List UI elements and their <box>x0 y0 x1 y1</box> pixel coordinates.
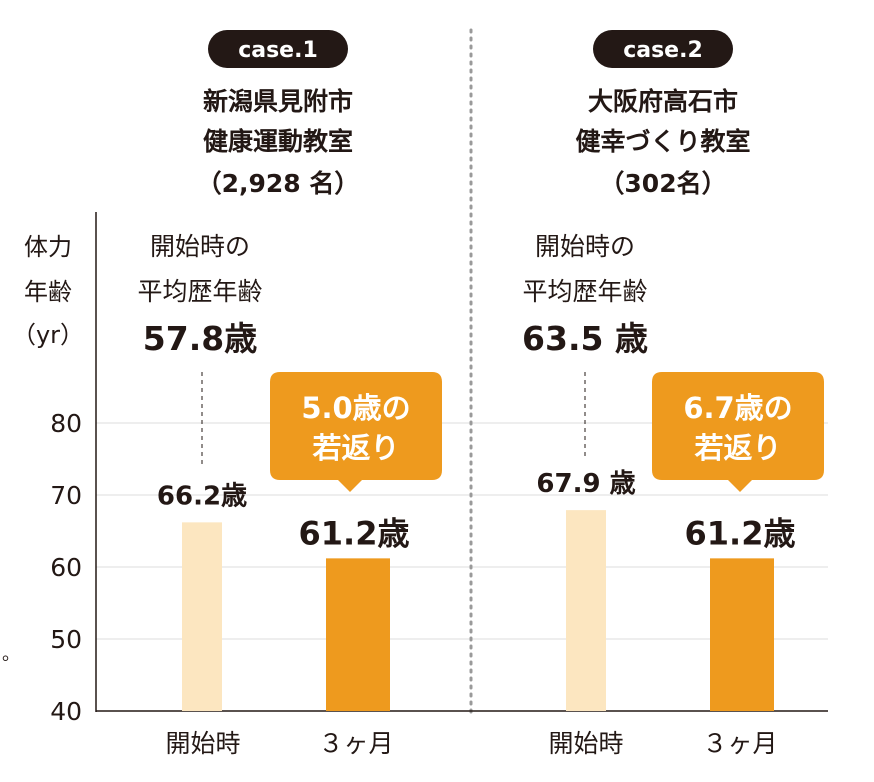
case-2-title-line-1: 大阪府高石市 <box>588 87 738 116</box>
case-2-avg-label-line-1: 開始時の <box>535 232 635 261</box>
case-1-title-line-1: 新潟県見附市 <box>203 87 353 116</box>
case-1-bar-start <box>182 522 222 711</box>
case-2-title-line-3: （302名） <box>599 169 726 198</box>
y-tick-label: 80 <box>50 409 82 438</box>
case-1-category-after: ３ヶ月 <box>318 729 393 758</box>
case-2-avg-value: 63.5 歳 <box>522 319 648 358</box>
case-1-callout <box>270 372 442 492</box>
case-2-badge <box>593 30 733 68</box>
y-tick-label: 40 <box>50 697 82 726</box>
case-1-title-line-3: （2,928 名） <box>197 169 360 198</box>
case-2-category-start: 開始時 <box>548 729 623 758</box>
case-2-title-line-2: 健幸づくり教室 <box>575 127 750 156</box>
case-1-badge <box>208 30 348 68</box>
case-2-callout-line-1: 6.7歳の <box>683 391 792 425</box>
case-1-avg-label-line-2: 平均歴年齢 <box>137 277 262 306</box>
case-2-bar-start <box>566 510 606 711</box>
case-1-callout-line-2: 若返り <box>312 431 399 465</box>
y-tick-label: 50 <box>50 625 82 654</box>
left-edge-mark: 。 <box>2 644 20 665</box>
y-axis-title-line-2: 年齢 <box>24 278 72 306</box>
case-2-callout-line-2: 若返り <box>694 431 781 465</box>
case-2-bar-after <box>710 558 774 711</box>
case-2-avg-label-line-2: 平均歴年齢 <box>522 277 647 306</box>
panel-case-2: case.2 大阪府高石市 健幸づくり教室 （302名） 開始時の 平均歴年齢 … <box>522 30 824 758</box>
y-tick-label: 70 <box>50 481 82 510</box>
case-1-bar-after <box>326 558 390 711</box>
case-2-value-label-start: 67.9 歳 <box>536 469 635 499</box>
y-tick-labels: 40 50 60 70 80 <box>50 409 82 726</box>
case-1-avg-value: 57.8歳 <box>143 319 257 358</box>
case-1-avg-label-line-1: 開始時の <box>150 232 250 261</box>
y-axis-title-line-3: （yr） <box>12 321 84 349</box>
case-1-value-label-start: 66.2歳 <box>157 481 247 511</box>
y-axis-title-line-1: 体力 <box>24 233 72 261</box>
case-2-category-after: ３ヶ月 <box>702 729 777 758</box>
case-1-badge-text: case.1 <box>238 38 318 63</box>
case-2-callout <box>652 372 824 492</box>
case-2-value-label-after: 61.2歳 <box>685 514 796 552</box>
case-1-title-line-2: 健康運動教室 <box>203 127 353 156</box>
case-1-category-start: 開始時 <box>165 729 240 758</box>
case-2-badge-text: case.2 <box>623 38 703 63</box>
panel-case-1: case.1 新潟県見附市 健康運動教室 （2,928 名） 開始時の 平均歴年… <box>137 30 442 758</box>
y-tick-label: 60 <box>50 553 82 582</box>
case-1-callout-line-1: 5.0歳の <box>301 391 410 425</box>
case-1-value-label-after: 61.2歳 <box>299 514 410 552</box>
